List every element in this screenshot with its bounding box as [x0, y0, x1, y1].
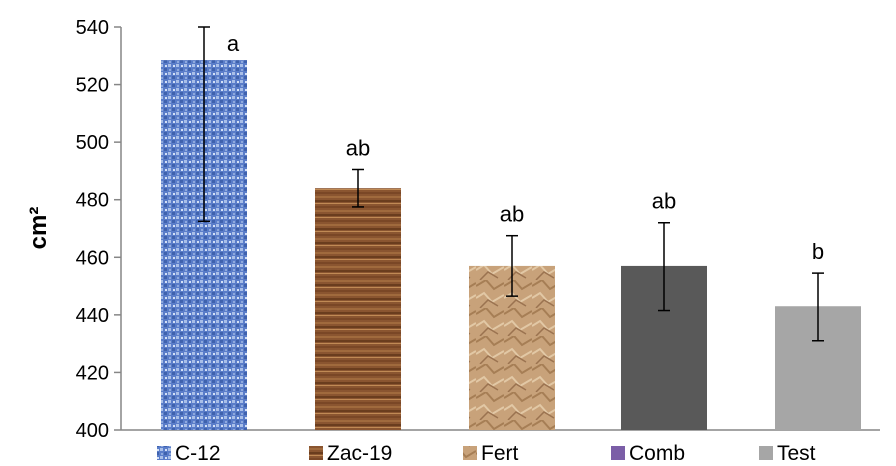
legend-swatch-zac-19	[309, 446, 323, 460]
y-axis-ticks: 400 420 440 460 480 500 520 540	[76, 17, 121, 442]
legend-swatch-test	[759, 446, 773, 460]
significance-label-c-12: a	[227, 31, 240, 56]
y-tick-label: 540	[76, 17, 109, 39]
legend-swatch-comb	[611, 446, 625, 460]
legend-swatch-fert	[463, 446, 477, 460]
error-bars	[198, 26, 824, 342]
y-tick-label: 420	[76, 362, 109, 384]
significance-label-comb: ab	[652, 189, 676, 214]
legend: C-12 Zac-19 Fert Comb Test	[157, 442, 816, 465]
legend-label-fert: Fert	[481, 442, 519, 465]
legend-label-c-12: C-12	[175, 442, 221, 465]
legend-label-test: Test	[777, 442, 816, 465]
y-tick-label: 500	[76, 132, 109, 154]
y-tick-label: 440	[76, 305, 109, 327]
y-axis-label: cm²	[25, 207, 52, 250]
y-tick-label: 480	[76, 190, 109, 212]
y-tick-label: 520	[76, 75, 109, 97]
y-tick-label: 460	[76, 247, 109, 269]
significance-label-test: b	[812, 239, 824, 264]
y-tick-label: 400	[76, 420, 109, 442]
significance-label-zac-19: ab	[346, 135, 370, 160]
legend-label-comb: Comb	[629, 442, 685, 465]
legend-label-zac-19: Zac-19	[327, 442, 392, 465]
legend-swatch-c-12	[157, 446, 171, 460]
bar-zac-19	[315, 188, 401, 430]
bars	[161, 60, 861, 430]
significance-labels: a ab ab ab b	[227, 31, 824, 264]
significance-label-fert: ab	[500, 202, 524, 227]
